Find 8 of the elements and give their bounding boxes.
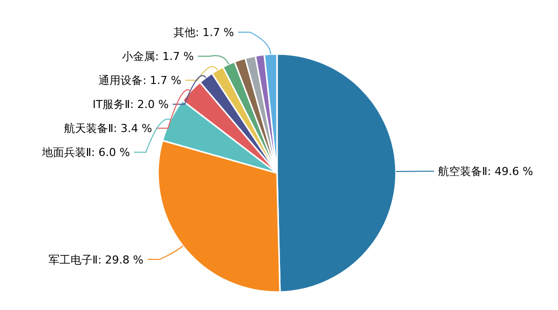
slice-label: 其他: 1.7 % xyxy=(173,26,234,40)
slice-label: 小金属: 1.7 % xyxy=(122,50,194,64)
slice-label: 通用设备: 1.7 % xyxy=(98,74,182,88)
slice-label: 军工电子Ⅱ: 29.8 % xyxy=(48,253,144,266)
slice-label: 航天装备Ⅱ: 3.4 % xyxy=(64,122,152,136)
slice-label: IT服务Ⅱ: 2.0 % xyxy=(92,98,169,112)
slice-label: 地面兵装Ⅱ: 6.0 % xyxy=(40,146,130,160)
slice-label: 航空装备Ⅱ: 49.6 % xyxy=(438,165,534,178)
